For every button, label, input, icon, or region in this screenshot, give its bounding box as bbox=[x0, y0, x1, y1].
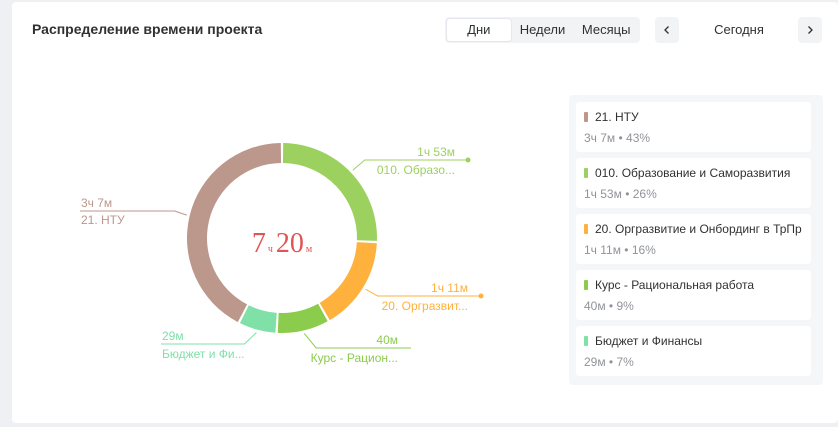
slice-time-label: 40м bbox=[376, 333, 398, 347]
legend-item-value: 1ч 11м • 16% bbox=[584, 243, 656, 257]
donut-slice[interactable] bbox=[239, 305, 277, 333]
leader-dot bbox=[478, 293, 484, 299]
prev-period-button[interactable] bbox=[655, 17, 679, 43]
legend-item[interactable]: Курс - Рациональная работа 40м • 9% bbox=[576, 270, 811, 320]
donut-slice[interactable] bbox=[187, 143, 282, 323]
legend-swatch bbox=[584, 168, 588, 178]
slice-time-label: 1ч 11м bbox=[431, 281, 468, 295]
legend-item-value: 40м • 9% bbox=[584, 299, 634, 313]
legend-swatch bbox=[584, 224, 588, 234]
period-days-tab[interactable]: Дни bbox=[447, 19, 511, 41]
legend-item[interactable]: 010. Образование и Саморазвития 1ч 53м • … bbox=[576, 158, 811, 208]
legend-item-label: 010. Образование и Саморазвития bbox=[595, 166, 791, 180]
legend-panel: 21. НТУ 3ч 7м • 43% 010. Образование и Сам… bbox=[569, 95, 823, 385]
leader-line bbox=[80, 210, 187, 216]
leader-line bbox=[303, 333, 411, 349]
slice-name-label: 20. Оргразвит... bbox=[382, 299, 468, 313]
center-minutes: 20 bbox=[276, 228, 304, 259]
slice-time-label: 1ч 53м bbox=[417, 145, 455, 159]
slice-time-label: 29м bbox=[162, 329, 184, 343]
legend-item-name: 20. Оргразвитие и Онбординг в ТрПр bbox=[584, 221, 811, 237]
legend-item-name: Бюджет и Финансы bbox=[584, 333, 811, 349]
chevron-left-icon bbox=[664, 26, 669, 34]
leader-line bbox=[365, 288, 481, 297]
leader-dot bbox=[465, 157, 471, 163]
donut-slice[interactable] bbox=[319, 242, 377, 321]
legend-item-label: 21. НТУ bbox=[595, 110, 639, 124]
legend-item-label: Курс - Рациональная работа bbox=[595, 278, 755, 292]
legend-item-value: 29м • 7% bbox=[584, 355, 634, 369]
slice-time-label: 3ч 7м bbox=[81, 196, 112, 210]
slice-name-label: Курс - Рацион... bbox=[311, 351, 398, 365]
period-switch: Дни Недели Месяцы bbox=[445, 17, 640, 43]
legend-item-label: Бюджет и Финансы bbox=[595, 334, 703, 348]
leader-line bbox=[161, 332, 257, 345]
legend-item-value: 3ч 7м • 43% bbox=[584, 131, 651, 145]
next-period-button[interactable] bbox=[798, 17, 822, 43]
leader-line bbox=[352, 159, 468, 171]
legend-swatch bbox=[584, 336, 588, 346]
slice-name-label: 010. Образо... bbox=[377, 163, 455, 177]
center-total: 7 ч 20 м bbox=[252, 228, 313, 259]
legend-item[interactable]: 20. Оргразвитие и Онбординг в ТрПр 1ч 11м… bbox=[576, 214, 811, 264]
legend-swatch bbox=[584, 280, 588, 290]
legend-item[interactable]: Бюджет и Финансы 29м • 7% bbox=[576, 326, 811, 376]
legend-item-name: 010. Образование и Саморазвития bbox=[584, 165, 811, 181]
period-months-tab[interactable]: Месяцы bbox=[581, 22, 631, 37]
card-title: Распределение времени проекта bbox=[32, 21, 263, 37]
chevron-right-icon bbox=[808, 26, 813, 34]
legend-item-label: 20. Оргразвитие и Онбординг в ТрПр bbox=[595, 222, 802, 236]
legend-item-name: Курс - Рациональная работа bbox=[584, 277, 811, 293]
legend-item-name: 21. НТУ bbox=[584, 109, 811, 125]
center-hours-unit: ч bbox=[268, 244, 273, 255]
center-minutes-unit: м bbox=[306, 244, 313, 255]
donut-slice[interactable] bbox=[282, 143, 378, 241]
legend-item-value: 1ч 53м • 26% bbox=[584, 187, 657, 201]
time-donut-chart: 1ч 53м 010. Образо... 1ч 11м 20. Оргразвит.… bbox=[80, 143, 484, 365]
donut-slice[interactable] bbox=[277, 303, 328, 333]
today-label[interactable]: Сегодня bbox=[714, 22, 764, 37]
project-time-card: Распределение времени проекта Дни Недели… bbox=[12, 2, 838, 423]
legend-swatch bbox=[584, 112, 588, 122]
legend-item[interactable]: 21. НТУ 3ч 7м • 43% bbox=[576, 102, 811, 152]
center-hours: 7 bbox=[252, 228, 266, 259]
slice-name-label: 21. НТУ bbox=[81, 213, 125, 227]
slice-name-label: Бюджет и Фи... bbox=[162, 347, 245, 361]
period-weeks-tab[interactable]: Недели bbox=[519, 22, 566, 37]
